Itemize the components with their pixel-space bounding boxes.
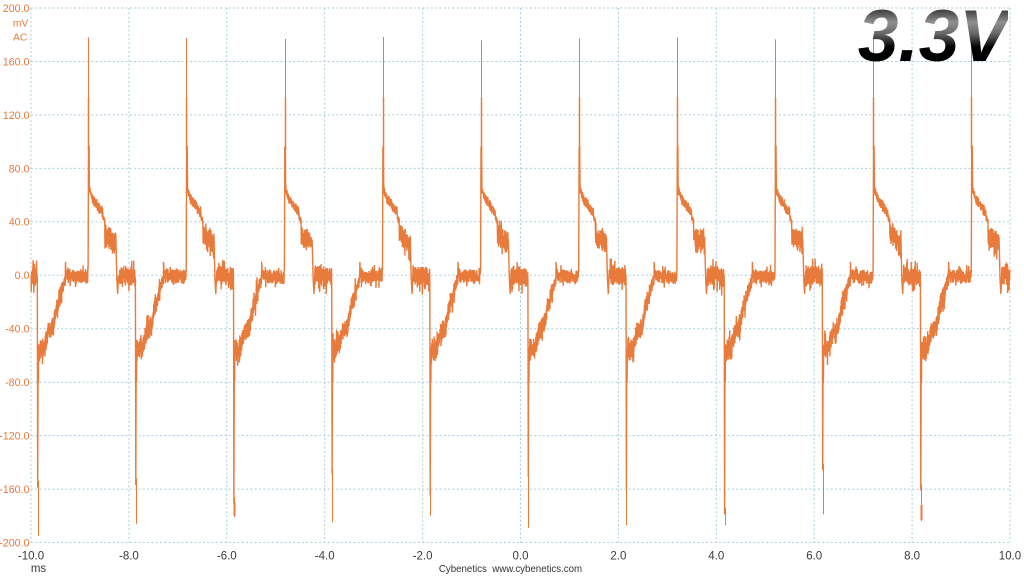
- svg-text:8.0: 8.0: [904, 551, 920, 563]
- svg-text:AC: AC: [13, 33, 28, 44]
- svg-text:-6.0: -6.0: [217, 551, 237, 563]
- svg-text:-10.0: -10.0: [18, 551, 44, 563]
- svg-text:-4.0: -4.0: [315, 551, 335, 563]
- svg-text:2.0: 2.0: [610, 551, 626, 563]
- svg-text:-8.0: -8.0: [119, 551, 139, 563]
- svg-text:ms: ms: [31, 563, 47, 575]
- svg-text:80.0: 80.0: [9, 163, 30, 175]
- svg-text:-160.0: -160.0: [0, 484, 30, 496]
- svg-text:10.0: 10.0: [999, 551, 1021, 563]
- svg-text:mV: mV: [13, 18, 29, 29]
- svg-text:0.0: 0.0: [513, 551, 529, 563]
- svg-text:Cybenetics www.cybenetics.com: Cybenetics www.cybenetics.com: [439, 564, 582, 575]
- svg-text:120.0: 120.0: [3, 110, 30, 122]
- svg-text:-200.0: -200.0: [0, 537, 30, 549]
- svg-text:200.0: 200.0: [3, 3, 30, 15]
- svg-text:160.0: 160.0: [3, 56, 30, 68]
- svg-text:-40.0: -40.0: [5, 324, 29, 336]
- svg-text:40.0: 40.0: [9, 217, 30, 229]
- svg-text:6.0: 6.0: [806, 551, 822, 563]
- svg-text:-2.0: -2.0: [413, 551, 433, 563]
- svg-text:4.0: 4.0: [708, 551, 724, 563]
- svg-text:0.0: 0.0: [15, 270, 30, 282]
- svg-text:-120.0: -120.0: [0, 431, 30, 443]
- svg-text:-80.0: -80.0: [5, 377, 29, 389]
